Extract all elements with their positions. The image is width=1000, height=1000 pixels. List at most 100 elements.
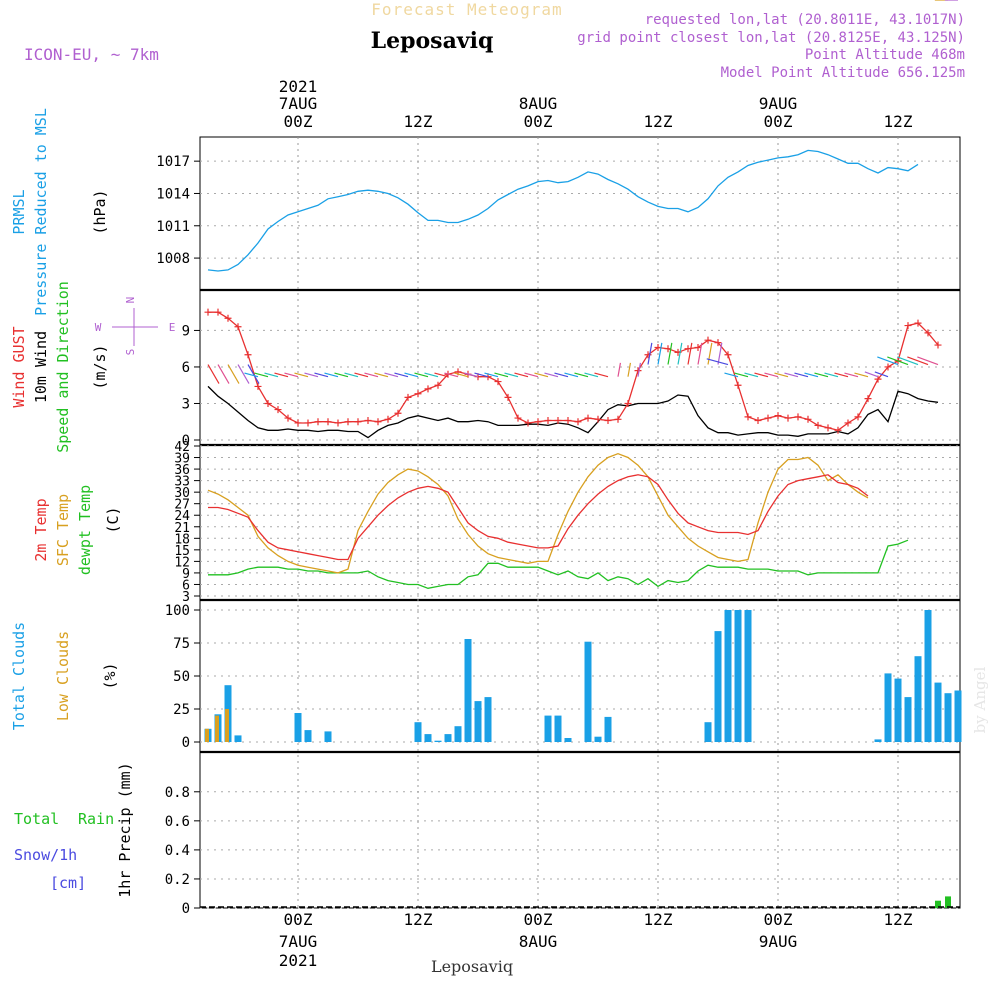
marker-wind-0-51 xyxy=(714,339,722,347)
marker-wind-0-43 xyxy=(634,367,642,375)
wind-arrow-3 xyxy=(237,364,250,384)
ytick-label-wind-1: 3 xyxy=(182,396,190,412)
marker-wind-0-23 xyxy=(434,381,442,389)
bar-clouds-0-69 xyxy=(894,678,902,742)
compass-n: N xyxy=(124,297,137,304)
top-day-label-1: 8AUG xyxy=(519,94,558,113)
bar-clouds-0-73 xyxy=(934,682,942,742)
ytick-label-clouds-3: 75 xyxy=(173,636,190,652)
bottom-time-label-0: 00Z xyxy=(284,910,313,929)
model-label: ICON-EU, ~ 7km xyxy=(24,45,159,64)
wind-arrow-62 xyxy=(814,372,829,378)
bar-clouds-0-70 xyxy=(904,697,912,742)
wind-arrow-68 xyxy=(874,371,889,378)
wind-arrow-52 xyxy=(706,358,729,366)
bar-clouds-0-72 xyxy=(924,610,932,742)
marker-wind-0-58 xyxy=(784,414,792,422)
bar-clouds-0-23 xyxy=(434,740,442,742)
wind-arrow-49 xyxy=(697,342,703,365)
ytick-label-clouds-2: 50 xyxy=(173,669,190,685)
wind-arrow-24 xyxy=(434,372,449,378)
series-wind-0 xyxy=(208,311,939,432)
model-point-altitude: Model Point Altitude 656.125m xyxy=(721,65,965,81)
ylabel-sfc-temp: SFC Temp xyxy=(54,494,72,566)
wind-arrow-7 xyxy=(264,372,279,378)
marker-wind-0-49 xyxy=(694,343,702,351)
bar-clouds-0-67 xyxy=(874,739,882,742)
wind-arrow-42 xyxy=(627,362,632,377)
wind-arrow-50 xyxy=(707,342,713,365)
wind-arrow-61 xyxy=(804,372,819,378)
ytick-label-precip-0: 0 xyxy=(182,901,190,917)
grid-layer xyxy=(200,137,960,909)
bar-precip-0-0 xyxy=(935,900,941,908)
bar-clouds-0-68 xyxy=(884,673,892,742)
marker-wind-0-17 xyxy=(374,418,382,426)
wind-arrow-58 xyxy=(774,372,789,378)
bar-clouds-0-10 xyxy=(304,730,312,742)
bar-clouds-0-21 xyxy=(414,722,422,742)
bar-clouds-0-27 xyxy=(474,701,482,742)
marker-wind-0-68 xyxy=(884,363,892,371)
ytick-label-clouds-1: 25 xyxy=(173,702,190,718)
ylabel-10m-wind: 10m Wind xyxy=(32,331,50,403)
wind-arrow-34 xyxy=(534,372,549,378)
bar-clouds-0-24 xyxy=(444,734,452,742)
wind-arrow-18 xyxy=(374,372,389,378)
marker-wind-0-15 xyxy=(354,418,362,426)
marker-wind-0-4 xyxy=(244,351,252,359)
wind-arrow-54 xyxy=(734,372,749,378)
wind-arrow-27 xyxy=(464,372,479,378)
marker-wind-0-40 xyxy=(604,417,612,425)
wind-arrow-53 xyxy=(724,372,739,378)
marker-wind-0-20 xyxy=(404,393,412,401)
top-day-label-0: 7AUG xyxy=(279,94,318,113)
marker-wind-0-2 xyxy=(224,314,232,322)
bar-clouds-1-2 xyxy=(225,709,229,742)
marker-wind-0-12 xyxy=(324,418,332,426)
bottom-day-label-0: 7AUG xyxy=(279,932,318,951)
wind-arrow-38 xyxy=(574,372,589,378)
marker-wind-0-6 xyxy=(264,399,272,407)
wind-arrow-13 xyxy=(324,372,339,378)
series-pressure-0 xyxy=(207,149,919,272)
top-time-label-4: 00Z xyxy=(764,112,793,131)
bar-clouds-1-0 xyxy=(205,728,209,742)
bar-clouds-0-34 xyxy=(544,715,552,742)
wind-arrow-56 xyxy=(754,372,769,378)
series-wind-1 xyxy=(207,385,939,439)
ytick-label-pressure-1: 1011 xyxy=(156,219,190,235)
wind-arrow-1 xyxy=(217,364,230,384)
top-time-label-5: 12Z xyxy=(884,112,913,131)
marker-wind-0-13 xyxy=(334,419,342,427)
marker-wind-0-63 xyxy=(834,426,842,434)
marker-wind-0-22 xyxy=(424,385,432,393)
marker-wind-0-62 xyxy=(824,424,832,432)
bar-clouds-0-74 xyxy=(944,693,952,742)
legend-cm: [cm] xyxy=(50,874,86,892)
wind-arrow-20 xyxy=(394,372,409,378)
wind-arrow-59 xyxy=(784,372,799,378)
ytick-label-wind-2: 6 xyxy=(182,360,190,376)
wind-arrow-15 xyxy=(344,372,359,378)
wind-arrow-26 xyxy=(454,372,469,378)
bottom-year-label: 2021 xyxy=(279,951,318,970)
ytick-label-temperature-12: 39 xyxy=(174,452,190,467)
compass-w: W xyxy=(95,321,102,334)
wind-arrow-43 xyxy=(637,362,642,377)
bar-clouds-0-26 xyxy=(464,639,472,742)
wind-arrow-40 xyxy=(594,372,609,378)
marker-wind-0-42 xyxy=(624,399,632,407)
wind-arrow-46 xyxy=(667,342,673,365)
marker-wind-0-56 xyxy=(764,414,772,422)
wind-arrow-66 xyxy=(854,372,869,378)
wind-arrow-73 xyxy=(917,356,939,366)
ytick-label-temperature-4: 15 xyxy=(174,544,190,559)
wind-arrow-12 xyxy=(314,372,329,378)
credit-label: by Angel xyxy=(971,666,989,733)
ylabel-hpa: (hPa) xyxy=(91,189,109,234)
ylabel-wind-gust: Wind GUST xyxy=(10,326,28,407)
marker-wind-0-38 xyxy=(584,414,592,422)
wind-arrow-67 xyxy=(864,371,879,378)
grid-point-location: grid point closest lon,lat (20.8125E, 43… xyxy=(577,30,965,46)
